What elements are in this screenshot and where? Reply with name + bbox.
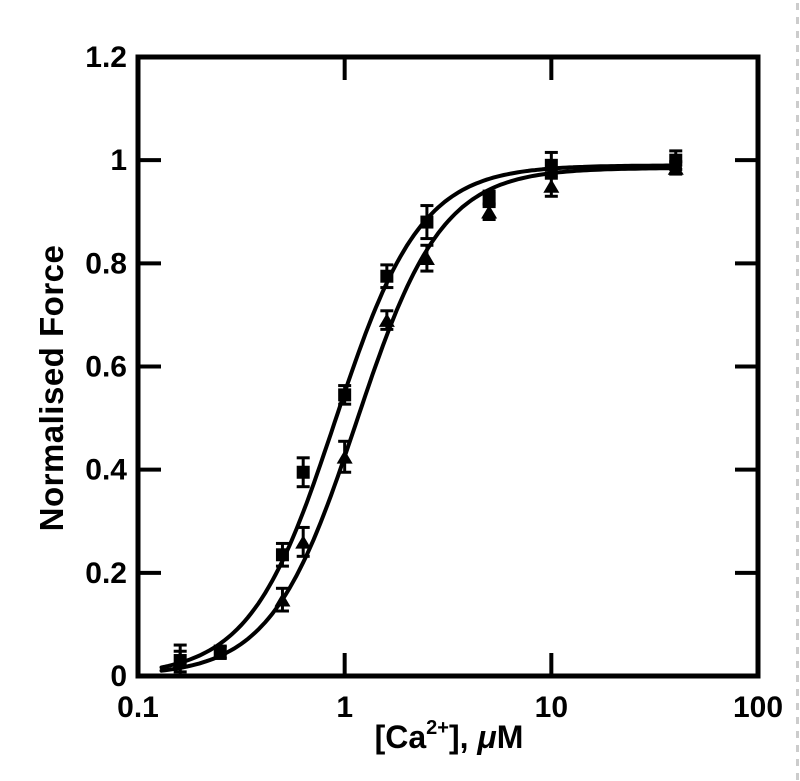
scan-edge-artifact <box>796 3 799 781</box>
x-axis-title: [Ca2+], μM <box>374 717 524 756</box>
marker-square <box>669 153 683 167</box>
x-axis-title-unit: M <box>496 719 524 755</box>
x-axis-title-pre: [Ca <box>374 719 427 755</box>
x-tick-label: 1 <box>336 691 353 724</box>
marker-triangle <box>418 251 435 265</box>
y-tick-label: 0.2 <box>85 557 127 590</box>
y-tick-label: 0.4 <box>85 454 127 487</box>
fit-curve-square-series <box>159 163 683 670</box>
marker-triangle <box>336 449 353 464</box>
y-axis-title: Normalised Force <box>33 244 70 532</box>
marker-square <box>420 215 434 229</box>
marker-triangle <box>481 204 498 219</box>
marker-square <box>544 158 558 172</box>
marker-square <box>380 269 394 283</box>
marker-triangle <box>378 313 395 327</box>
x-tick-label: 100 <box>733 691 783 724</box>
marker-triangle <box>543 179 560 193</box>
marker-square <box>275 548 289 562</box>
mu-symbol: μ <box>477 719 497 755</box>
x-tick-label: 0.1 <box>117 691 159 724</box>
marker-square <box>213 645 227 659</box>
marker-square <box>482 192 496 206</box>
y-tick-label: 0.6 <box>85 351 127 384</box>
y-tick-label: 1.2 <box>85 41 127 74</box>
marker-triangle <box>172 654 189 669</box>
y-tick-label: 1 <box>110 144 127 177</box>
marker-triangle <box>667 161 684 175</box>
fit-curve-triangle-series <box>159 166 683 673</box>
x-tick-label: 10 <box>535 691 568 724</box>
marker-triangle <box>295 535 312 549</box>
marker-triangle <box>274 592 291 607</box>
x-axis-title-superscript: 2+ <box>426 717 449 740</box>
y-tick-label: 0 <box>110 660 127 693</box>
axis-frame <box>135 54 761 679</box>
marker-square <box>338 388 352 402</box>
x-axis-title-mid: ], <box>448 719 478 755</box>
marker-square <box>296 465 310 479</box>
y-tick-label: 0.8 <box>85 247 127 280</box>
